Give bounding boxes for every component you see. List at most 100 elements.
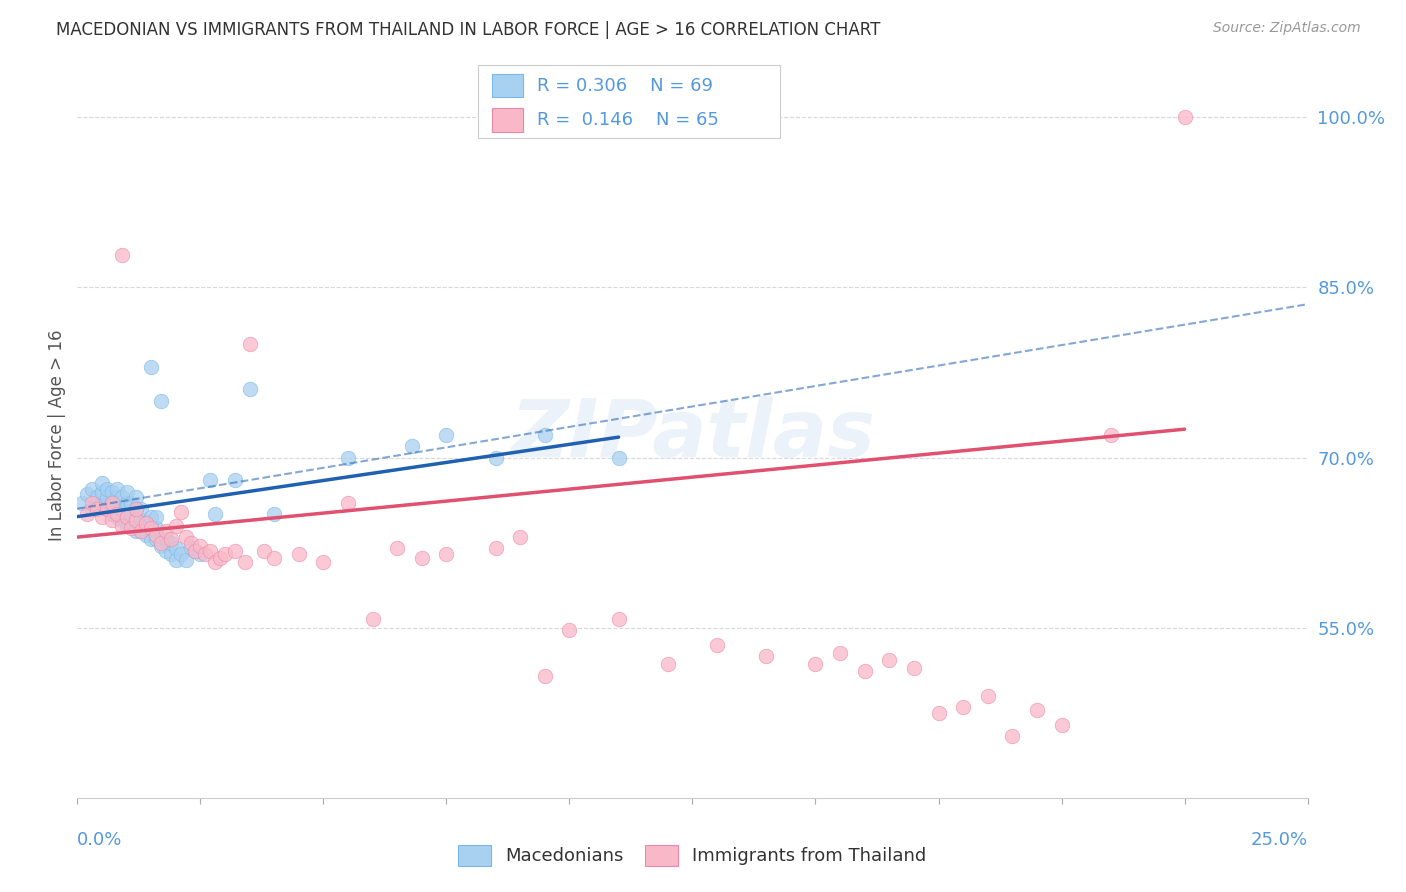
Point	[1050, 717, 1073, 731]
Point	[1026, 703, 1049, 717]
Point	[125, 501, 148, 516]
Point	[96, 491, 118, 505]
Point	[657, 657, 679, 672]
Point	[105, 498, 128, 512]
Point	[90, 475, 114, 490]
Text: 25.0%: 25.0%	[1250, 831, 1308, 849]
Point	[184, 543, 207, 558]
Point	[160, 533, 183, 547]
Point	[194, 547, 217, 561]
Point	[160, 535, 183, 549]
Point	[184, 543, 207, 558]
Point	[224, 473, 246, 487]
Point	[239, 383, 262, 397]
Point	[853, 664, 876, 678]
Point	[188, 539, 212, 553]
Point	[145, 521, 167, 535]
Point	[165, 541, 187, 556]
Point	[150, 539, 173, 553]
Point	[135, 528, 157, 542]
Point	[1001, 729, 1024, 743]
Point	[111, 491, 132, 505]
Point	[337, 496, 360, 510]
Point	[101, 513, 124, 527]
Text: R =  0.146    N = 65: R = 0.146 N = 65	[537, 111, 718, 129]
Point	[1174, 110, 1197, 124]
Point	[111, 248, 132, 262]
Point	[141, 533, 163, 547]
Point	[145, 528, 167, 542]
Point	[174, 553, 197, 567]
Point	[101, 484, 124, 499]
Point	[607, 450, 630, 465]
Point	[263, 550, 285, 565]
Point	[111, 501, 132, 516]
Point	[288, 547, 311, 561]
Point	[115, 509, 138, 524]
Point	[361, 612, 384, 626]
Point	[485, 450, 508, 465]
Point	[385, 541, 409, 556]
Point	[534, 428, 557, 442]
Point	[253, 543, 276, 558]
Point	[125, 491, 148, 505]
Point	[233, 555, 256, 569]
Point	[401, 439, 423, 453]
Point	[209, 550, 232, 565]
Point	[105, 491, 128, 505]
Point	[170, 547, 193, 561]
Point	[180, 541, 202, 556]
Point	[129, 524, 153, 539]
Point	[129, 501, 153, 516]
Point	[977, 689, 1000, 703]
Point	[86, 501, 108, 516]
Point	[436, 547, 458, 561]
Point	[830, 646, 852, 660]
Point	[174, 530, 197, 544]
Text: 0.0%: 0.0%	[77, 831, 122, 849]
Point	[121, 518, 143, 533]
Point	[180, 535, 202, 549]
Point	[155, 524, 177, 539]
Point	[150, 393, 173, 408]
Point	[170, 505, 193, 519]
Point	[121, 508, 143, 522]
Point	[755, 649, 778, 664]
Point	[115, 484, 138, 499]
Point	[70, 496, 93, 510]
Point	[105, 483, 128, 497]
Point	[125, 524, 148, 539]
Point	[607, 612, 630, 626]
Point	[200, 473, 222, 487]
Point	[129, 513, 153, 527]
Text: MACEDONIAN VS IMMIGRANTS FROM THAILAND IN LABOR FORCE | AGE > 16 CORRELATION CHA: MACEDONIAN VS IMMIGRANTS FROM THAILAND I…	[56, 21, 880, 39]
Point	[411, 550, 433, 565]
Point	[135, 516, 157, 531]
Point	[534, 668, 557, 682]
Point	[706, 638, 728, 652]
Point	[86, 491, 108, 505]
Point	[204, 508, 226, 522]
Point	[141, 359, 163, 374]
Point	[115, 505, 138, 519]
Point	[145, 509, 167, 524]
Point	[111, 518, 132, 533]
Point	[485, 541, 508, 556]
Point	[509, 530, 531, 544]
Point	[214, 547, 236, 561]
Point	[76, 487, 98, 501]
Point	[82, 501, 104, 516]
Point	[141, 521, 163, 535]
Point	[903, 661, 925, 675]
Point	[90, 484, 114, 499]
Point	[204, 555, 226, 569]
Point	[82, 496, 104, 510]
Point	[135, 516, 157, 531]
Point	[928, 706, 950, 720]
Point	[105, 508, 128, 522]
Point	[155, 543, 177, 558]
Point	[263, 508, 285, 522]
Point	[150, 535, 173, 549]
Point	[1099, 428, 1122, 442]
Point	[436, 428, 458, 442]
